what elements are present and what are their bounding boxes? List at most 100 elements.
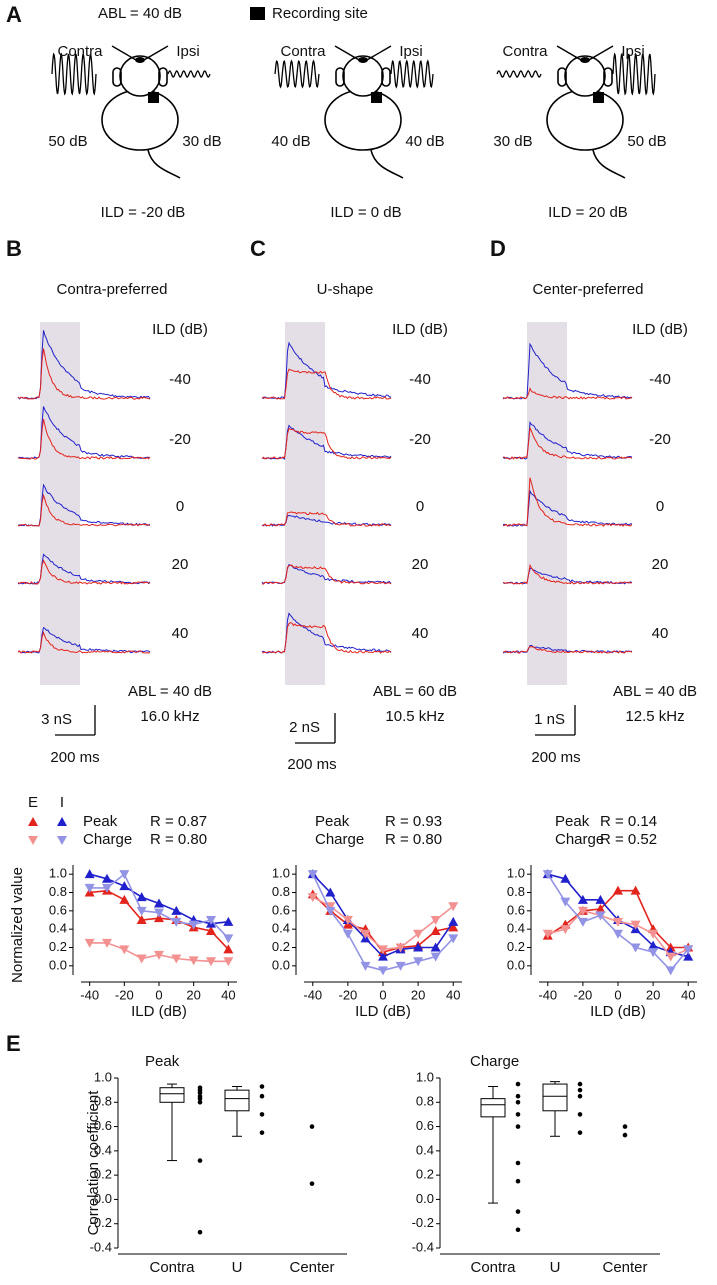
ear bbox=[112, 67, 122, 87]
marker bbox=[102, 873, 112, 883]
chart-title: Charge bbox=[470, 1053, 519, 1070]
marker bbox=[154, 950, 164, 960]
data-point bbox=[259, 1084, 265, 1089]
marker bbox=[560, 925, 571, 935]
y-tick-label: -0.2 bbox=[90, 1215, 112, 1230]
y-tick-label: -0.4 bbox=[412, 1239, 434, 1254]
legend-label: Peak bbox=[555, 813, 590, 830]
y-tick-label: -0.2 bbox=[412, 1215, 434, 1230]
y-axis-label: Correlation coefficient bbox=[85, 1090, 102, 1236]
marker bbox=[560, 873, 571, 883]
y-tick-label: 1.0 bbox=[507, 866, 525, 881]
marker bbox=[595, 894, 606, 904]
marker bbox=[613, 917, 623, 927]
y-tick-label: 0.2 bbox=[416, 1167, 434, 1182]
data-point bbox=[577, 1087, 583, 1093]
marker bbox=[102, 938, 112, 948]
x-tick-label: 0 bbox=[155, 987, 162, 1002]
ild-value: -40 bbox=[409, 371, 431, 388]
panel-title: U-shape bbox=[317, 281, 374, 298]
db-label: 50 dB bbox=[627, 133, 666, 150]
marker bbox=[630, 885, 641, 895]
db-label: 30 dB bbox=[493, 133, 532, 150]
data-point bbox=[197, 1096, 203, 1101]
trace bbox=[17, 330, 151, 400]
x-tick-label: 0 bbox=[379, 987, 386, 1002]
data-point bbox=[515, 1178, 521, 1184]
tail bbox=[370, 149, 404, 179]
antenna bbox=[366, 45, 392, 61]
marker bbox=[206, 957, 216, 967]
data-point bbox=[622, 1124, 628, 1129]
x-axis-label: ILD (dB) bbox=[355, 1003, 411, 1020]
ild-value: 40 bbox=[172, 625, 189, 642]
marker bbox=[360, 929, 371, 939]
data-point bbox=[577, 1112, 583, 1117]
data-point bbox=[197, 1229, 203, 1235]
x-tick-label: 40 bbox=[446, 987, 460, 1002]
sound-wave bbox=[167, 70, 211, 78]
marker bbox=[613, 929, 623, 939]
marker bbox=[560, 897, 571, 907]
panel-label: B bbox=[6, 236, 22, 261]
marker bbox=[119, 894, 130, 904]
trace bbox=[261, 368, 392, 400]
marker bbox=[342, 929, 353, 939]
box bbox=[159, 1087, 185, 1103]
data-point bbox=[515, 1093, 521, 1099]
head bbox=[342, 55, 384, 97]
marker bbox=[171, 954, 182, 964]
y-tick-label: 1.0 bbox=[49, 866, 67, 881]
y-tick-label: 0.8 bbox=[94, 1094, 112, 1109]
trace bbox=[17, 493, 150, 527]
marker bbox=[577, 917, 588, 927]
sound-wave bbox=[612, 52, 656, 96]
marker bbox=[84, 869, 95, 879]
y-tick-label: 0.8 bbox=[507, 884, 525, 899]
ild-value: 40 bbox=[652, 625, 669, 642]
x-tick-label: 40 bbox=[221, 987, 235, 1002]
trace bbox=[261, 341, 391, 400]
trace bbox=[261, 424, 392, 460]
marker bbox=[448, 934, 459, 944]
y-tick-label: 0.4 bbox=[49, 921, 67, 936]
marker bbox=[223, 944, 234, 954]
ear-label: Ipsi bbox=[399, 43, 422, 60]
ild-value: -40 bbox=[649, 371, 671, 388]
marker bbox=[595, 911, 606, 921]
data-point bbox=[577, 1081, 583, 1087]
x-tick-label: -40 bbox=[80, 987, 99, 1002]
y-tick-label: -0.4 bbox=[90, 1239, 112, 1254]
y-tick-label: 0.6 bbox=[507, 902, 525, 917]
series-line bbox=[312, 896, 454, 951]
legend-marker bbox=[28, 836, 38, 845]
marker bbox=[648, 940, 659, 950]
data-point bbox=[197, 1099, 203, 1105]
data-point bbox=[515, 1160, 521, 1166]
marker bbox=[542, 870, 553, 880]
data-point bbox=[622, 1132, 628, 1138]
marker bbox=[413, 942, 424, 952]
x-axis-label: ILD (dB) bbox=[590, 1003, 646, 1020]
legend-header: E bbox=[28, 794, 38, 811]
ear bbox=[557, 67, 567, 87]
trace bbox=[17, 630, 151, 654]
legend-label: Peak bbox=[315, 813, 350, 830]
trace bbox=[18, 553, 151, 585]
marker bbox=[413, 929, 424, 939]
y-tick-label: 0.8 bbox=[416, 1094, 434, 1109]
marker bbox=[206, 916, 216, 925]
chart-title: Peak bbox=[145, 1053, 180, 1070]
marker bbox=[430, 926, 441, 935]
abl-label: ABL = 40 dB bbox=[613, 683, 697, 700]
marker bbox=[154, 908, 164, 918]
ear bbox=[603, 67, 613, 87]
marker bbox=[307, 870, 318, 880]
scale-label: 200 ms bbox=[287, 756, 336, 773]
ear bbox=[381, 67, 391, 87]
ild-value: 0 bbox=[176, 498, 184, 515]
data-point bbox=[515, 1227, 521, 1233]
trace bbox=[502, 421, 633, 460]
recording-site bbox=[148, 92, 159, 103]
y-tick-label: 0.6 bbox=[416, 1118, 434, 1133]
